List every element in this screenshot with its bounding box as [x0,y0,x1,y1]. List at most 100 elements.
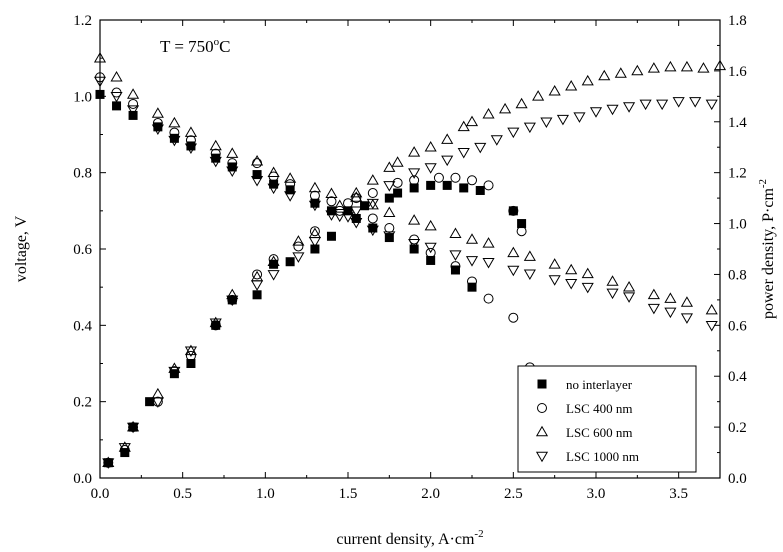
voltage-point [210,148,221,159]
power-point [523,122,536,134]
power-point [308,237,321,248]
power-point [556,114,569,126]
y2-tick-label: 1.2 [728,166,747,182]
voltage-point [449,227,462,239]
voltage-point [151,124,164,135]
power-point [102,458,115,469]
power-point [409,183,419,193]
voltage-point [483,293,494,304]
voltage-point [251,155,264,166]
power-point [366,174,379,185]
power-point [151,397,164,408]
x-tick-label: 1.5 [339,486,358,502]
voltage-point [581,267,594,279]
power-point [565,79,578,91]
voltage-point [465,256,479,267]
voltage-point [449,250,462,261]
power-point [310,244,320,254]
power-point [408,168,421,179]
voltage-point [226,166,239,177]
annotation-suffix: C [219,37,230,56]
voltage-point [267,166,280,177]
power-point [383,161,396,172]
voltage-point [623,292,636,303]
ticks: 0.0 0.5 1.0 1.5 2.0 2.5 3.0 3.5 0.0 0.2 0.4 0.6 0.8 1… [73,13,747,502]
voltage-point [168,116,181,128]
voltage-point [565,279,578,290]
power-point [408,146,421,157]
x-axis-label-text: current density, A·cm [336,531,475,548]
power-point [326,231,336,241]
power-point [441,155,454,167]
y-axis-label: voltage, V [13,215,30,282]
power-point [267,270,280,281]
voltage-point [350,217,363,229]
power-point [184,346,197,357]
power-point [102,456,115,468]
voltage-point [152,118,163,129]
voltage-point [112,101,122,111]
voltage-point [209,139,222,151]
power-point [457,120,470,132]
voltage-point [285,185,295,195]
x-tick-label: 2.5 [504,486,523,502]
voltage-point [623,280,636,292]
voltage-point [309,190,320,201]
legend-label: LSC 600 nm [566,425,632,440]
power-point [127,422,140,434]
legend-marker [537,403,547,413]
power-point [639,99,652,111]
y2-tick-label: 0.0 [728,471,747,487]
voltage-point [184,143,197,155]
voltage-point [127,88,140,99]
power-point [350,206,363,218]
voltage-point [705,321,718,332]
voltage-point [367,213,378,224]
power-point [689,97,702,108]
voltage-point [383,231,396,242]
power-point [517,219,527,229]
voltage-point [424,219,437,231]
voltage-point [169,127,180,138]
voltage-point [548,275,561,286]
legend-marker [535,451,549,463]
y2-tick-label: 1.8 [728,13,747,29]
voltage-point [284,191,297,202]
voltage-point [507,246,520,258]
x-axis-label: current density, A·cm-2 [336,528,483,548]
legend-label: no interlayer [566,377,633,392]
voltage-point [267,183,280,195]
data-markers [93,51,727,469]
power-point [672,97,685,108]
power-point [185,350,196,361]
power-point [309,226,320,237]
power-point [515,97,528,109]
voltage-point [647,288,660,300]
legend-label: LSC 1000 nm [566,449,639,464]
voltage-point [507,265,520,277]
legend: no interlayer LSC 400 nm LSC 600 nm LSC 100… [517,365,697,473]
voltage-point [185,135,196,146]
voltage-point [482,258,495,269]
voltage-point [151,107,164,118]
power-point [606,104,619,116]
y2-tick-label: 1.0 [728,217,747,233]
y-axis-label-text: voltage, V [13,215,30,282]
power-point [393,188,403,198]
voltage-point [565,263,578,275]
power-point [209,318,222,329]
power-point [333,211,346,223]
power-point [457,148,470,159]
voltage-point [482,237,495,248]
voltage-point [548,258,561,269]
y-tick-label: 0.4 [73,318,92,334]
power-point [483,180,494,191]
x-tick-label: 1.0 [256,486,275,502]
annotation-sup: o [214,36,220,48]
voltage-point [284,172,297,183]
series-3 [93,51,727,468]
voltage-point [252,170,262,180]
voltage-point [647,303,660,315]
voltage-point [366,225,379,237]
series-2 [95,72,535,468]
